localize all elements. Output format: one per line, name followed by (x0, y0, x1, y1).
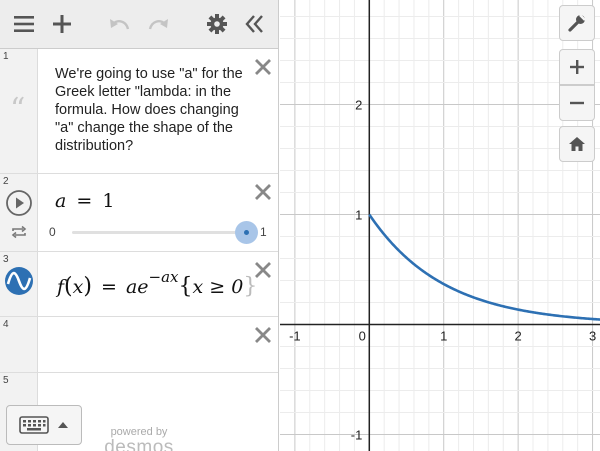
equals-sign: = (76, 190, 93, 212)
x-tick-label: 1 (440, 329, 447, 344)
expression-panel: 1 “ We're going to use "a" for the Greek… (0, 0, 279, 451)
close-icon[interactable] (253, 182, 273, 202)
home-icon[interactable] (559, 126, 595, 162)
undo-icon[interactable] (106, 10, 134, 38)
expression-index: 5 (3, 375, 9, 386)
wrench-icon[interactable] (559, 5, 595, 41)
expression-toolbar (0, 0, 278, 49)
slider-value: 1 (102, 190, 115, 212)
plus-icon[interactable] (48, 10, 76, 38)
function-name: f (57, 276, 65, 298)
hamburger-icon[interactable] (10, 10, 38, 38)
expression-gutter: 2 (0, 174, 38, 251)
desmos-logo[interactable]: desmos (104, 437, 174, 451)
function-expression[interactable]: f(x) = ae−ax{x ≥ 0} (57, 268, 258, 299)
function-argument: x (72, 276, 84, 298)
expression-index: 4 (3, 319, 9, 330)
graph-canvas[interactable]: -1 0 1 2 3 -1 1 2 (280, 0, 600, 451)
quote-icon: “ (10, 92, 26, 127)
expression-gutter: 1 “ (0, 49, 38, 173)
slider-min[interactable]: 0 (49, 225, 56, 239)
expression-index: 3 (3, 254, 9, 265)
gear-icon[interactable] (203, 10, 231, 38)
expression-gutter: 4 (0, 317, 38, 372)
play-icon[interactable] (5, 189, 33, 222)
graph-paper[interactable]: -1 0 1 2 3 -1 1 2 (280, 0, 600, 451)
slider-max[interactable]: 1 (260, 225, 267, 239)
slider-expression[interactable]: a = 1 (55, 190, 114, 212)
exponential-base: e (137, 276, 149, 298)
coefficient: a (125, 276, 138, 298)
slider-track[interactable] (72, 231, 246, 234)
slider-handle[interactable] (234, 221, 258, 244)
caret-up-icon (58, 422, 68, 428)
x-tick-label: -1 (289, 329, 301, 344)
slider-variable: a (55, 190, 67, 212)
keyboard-icon (19, 416, 49, 434)
equals-sign: = (101, 276, 117, 298)
expression-index: 2 (3, 176, 9, 187)
domain-restriction: x ≥ 0 (192, 276, 244, 298)
y-tick-label: 1 (355, 208, 362, 223)
close-icon[interactable] (253, 325, 273, 345)
expression-function[interactable]: 3 f(x) = ae−ax{x ≥ 0} (0, 252, 278, 317)
x-tick-label: 2 (515, 329, 522, 344)
expression-index: 1 (3, 51, 9, 62)
y-tick-label: -1 (351, 428, 363, 443)
expression-note[interactable]: 1 “ We're going to use "a" for the Greek… (0, 49, 278, 174)
powered-by-text: powered by (110, 426, 168, 438)
loop-icon[interactable] (11, 225, 27, 244)
keyboard-toggle-button[interactable] (6, 405, 82, 445)
double-chevron-left-icon[interactable] (240, 10, 268, 38)
zoom-in-icon[interactable] (559, 49, 595, 85)
zoom-out-icon[interactable] (559, 85, 595, 121)
x-tick-label: 0 (359, 329, 366, 344)
curve-color-icon[interactable] (4, 266, 34, 301)
redo-icon[interactable] (144, 10, 172, 38)
expression-slider[interactable]: 2 a = 1 0 1 (0, 174, 278, 252)
exponent: −ax (148, 268, 179, 286)
close-icon[interactable] (253, 260, 273, 280)
y-tick-label: 2 (355, 98, 362, 113)
expression-empty[interactable]: 4 (0, 317, 278, 373)
expression-gutter: 3 (0, 252, 38, 316)
x-tick-label: 3 (589, 329, 596, 344)
function-curve (368, 213, 600, 321)
note-text[interactable]: We're going to use "a" for the Greek let… (55, 66, 243, 154)
close-icon[interactable] (253, 57, 273, 77)
